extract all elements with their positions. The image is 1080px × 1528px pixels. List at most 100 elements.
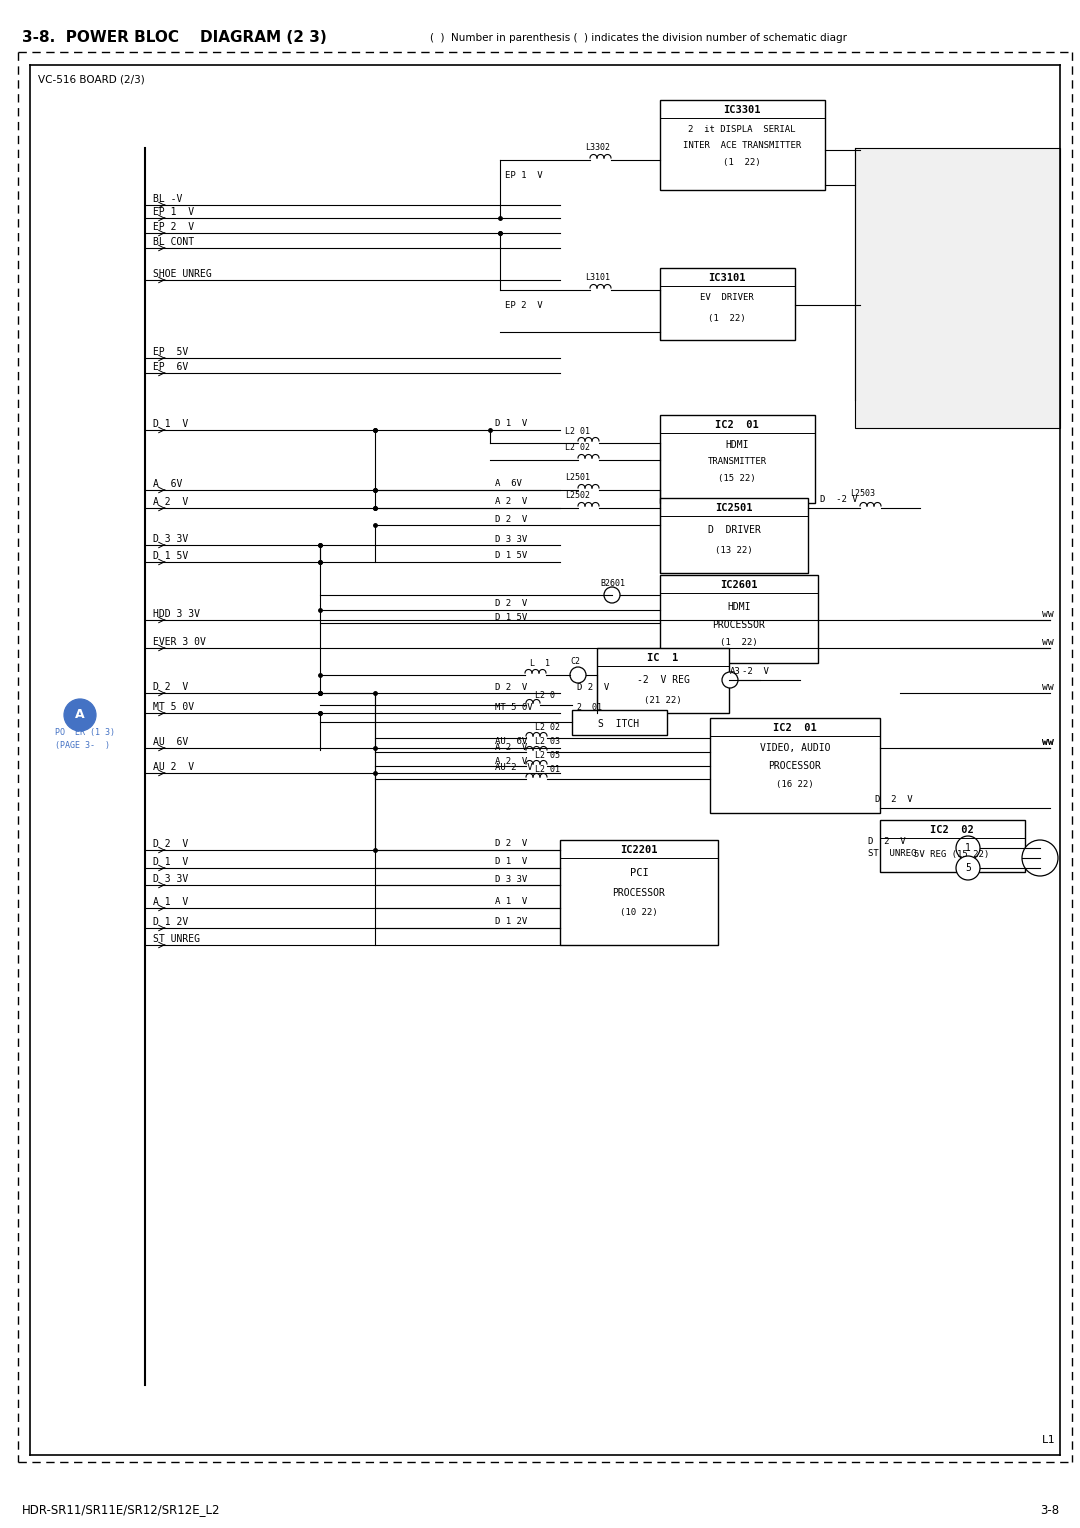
Text: EP 1  V: EP 1 V [153, 206, 194, 217]
Text: (16 22): (16 22) [777, 781, 814, 790]
Bar [561, 840, 718, 944]
Text: D 2  V: D 2 V [153, 839, 188, 850]
Text: D 2  V: D 2 V [495, 839, 527, 848]
Text: D  -2 V: D -2 V [820, 495, 858, 504]
Text: D 1  V: D 1 V [495, 857, 527, 866]
Text: D 2  V: D 2 V [577, 683, 609, 692]
Text: L2 01: L2 01 [535, 764, 561, 773]
Text: INTER  ACE TRANSMITTER: INTER ACE TRANSMITTER [683, 142, 801, 150]
Text: IC2201: IC2201 [620, 845, 658, 856]
Text: (PAGE 3-  ): (PAGE 3- ) [55, 741, 110, 750]
Text: IC  1: IC 1 [647, 652, 678, 663]
Text: 5: 5 [966, 863, 971, 872]
Bar [660, 498, 808, 573]
Text: PROCESSOR: PROCESSOR [713, 620, 766, 630]
Text: EP 2  V: EP 2 V [153, 222, 194, 232]
Text: D 3 3V: D 3 3V [153, 533, 188, 544]
Text: D 2  V: D 2 V [495, 683, 527, 692]
Text: D  DRIVER: D DRIVER [707, 526, 760, 535]
Text: -2  V REG: -2 V REG [636, 675, 689, 685]
Circle shape [570, 668, 586, 683]
Text: 5V REG (15 22): 5V REG (15 22) [915, 851, 989, 859]
Text: BL -V: BL -V [153, 194, 183, 205]
Text: IC2  01: IC2 01 [773, 723, 816, 733]
Text: D 1 5V: D 1 5V [153, 552, 188, 561]
Bar [855, 148, 1059, 428]
Text: 3-8: 3-8 [1040, 1504, 1059, 1516]
Circle shape [64, 698, 96, 730]
Text: AU 2  V: AU 2 V [495, 762, 532, 772]
Text: BL CONT: BL CONT [153, 237, 194, 248]
Text: D  2  V: D 2 V [868, 837, 906, 847]
Text: (1  22): (1 22) [720, 639, 758, 648]
Text: 2  it DISPLA  SERIAL: 2 it DISPLA SERIAL [688, 125, 796, 134]
Bar [660, 416, 815, 503]
Text: ww: ww [1042, 610, 1054, 619]
Text: VC-516 BOARD (2/3): VC-516 BOARD (2/3) [38, 75, 145, 86]
Bar [880, 821, 1025, 872]
Text: -2  V: -2 V [742, 668, 769, 677]
Circle shape [956, 836, 980, 860]
Text: A3: A3 [730, 668, 741, 677]
Text: L2 02: L2 02 [565, 443, 590, 452]
Text: ww: ww [1042, 736, 1054, 747]
Text: S  ITCH: S ITCH [598, 720, 639, 729]
Text: 3-8.  POWER BLOC    DIAGRAM (2 3): 3-8. POWER BLOC DIAGRAM (2 3) [22, 31, 327, 46]
Text: (1  22): (1 22) [708, 313, 746, 322]
Text: D 1 5V: D 1 5V [495, 613, 527, 622]
Text: D 3 3V: D 3 3V [495, 874, 527, 883]
Text: L3101: L3101 [585, 274, 610, 283]
Text: L2 02: L2 02 [535, 723, 561, 732]
Text: AU  6V: AU 6V [495, 738, 527, 747]
Text: AU  6V: AU 6V [153, 736, 188, 747]
Text: HDMI: HDMI [726, 440, 748, 451]
Text: D 2  V: D 2 V [153, 681, 188, 692]
Text: EP  6V: EP 6V [153, 362, 188, 371]
Text: 2  01: 2 01 [577, 703, 602, 712]
Text: D 3 3V: D 3 3V [495, 535, 527, 544]
Text: B2601: B2601 [600, 579, 625, 587]
Text: EP 2  V: EP 2 V [505, 301, 542, 310]
Text: EV  DRIVER: EV DRIVER [700, 293, 754, 303]
Text: A 1  V: A 1 V [153, 897, 188, 908]
Text: IC3101: IC3101 [708, 274, 746, 283]
Text: L2502: L2502 [565, 492, 590, 501]
Text: L2 0: L2 0 [535, 691, 555, 700]
Bar [572, 711, 667, 735]
Text: IC2601: IC2601 [720, 581, 758, 590]
Text: D 1 5V: D 1 5V [495, 552, 527, 561]
Text: HDD 3 3V: HDD 3 3V [153, 610, 200, 619]
Text: VIDEO, AUDIO: VIDEO, AUDIO [759, 743, 831, 753]
Text: A 2  V: A 2 V [495, 498, 527, 506]
Text: SHOE UNREG: SHOE UNREG [153, 269, 212, 280]
Text: IC2  02: IC2 02 [930, 825, 974, 834]
Text: PROCESSOR: PROCESSOR [612, 888, 665, 898]
Text: L1: L1 [1042, 1435, 1055, 1445]
Text: (  )  Number in parenthesis (  ) indicates the division number of schematic diag: ( ) Number in parenthesis ( ) indicates … [430, 34, 847, 43]
Text: (10 22): (10 22) [620, 909, 658, 917]
Text: IC2  01: IC2 01 [715, 420, 759, 429]
Text: L2 05: L2 05 [535, 752, 561, 761]
Text: HDR-SR11/SR11E/SR12/SR12E_L2: HDR-SR11/SR11E/SR12/SR12E_L2 [22, 1504, 220, 1516]
Circle shape [956, 856, 980, 880]
Text: D 2  V: D 2 V [495, 599, 527, 608]
Text: A 2  V: A 2 V [153, 497, 188, 507]
Text: EP  5V: EP 5V [153, 347, 188, 358]
Text: PCI: PCI [630, 868, 648, 879]
Text: PO  ER (1 3): PO ER (1 3) [55, 727, 114, 736]
Text: (15 22): (15 22) [718, 475, 756, 483]
Text: D 1  V: D 1 V [153, 419, 188, 429]
Text: ST  UNREG: ST UNREG [868, 850, 916, 859]
Text: C2: C2 [570, 657, 580, 666]
Text: L  1: L 1 [530, 659, 550, 668]
Bar [660, 267, 795, 341]
Text: A 2  V: A 2 V [495, 743, 527, 752]
Text: ww: ww [1042, 637, 1054, 646]
Bar [660, 99, 825, 189]
Text: (1  22): (1 22) [724, 157, 760, 167]
Text: MT 5 0V: MT 5 0V [495, 703, 532, 712]
Text: A 1  V: A 1 V [495, 897, 527, 906]
Text: EP 1  V: EP 1 V [505, 171, 542, 179]
Circle shape [604, 587, 620, 604]
Text: D 1 2V: D 1 2V [495, 917, 527, 926]
